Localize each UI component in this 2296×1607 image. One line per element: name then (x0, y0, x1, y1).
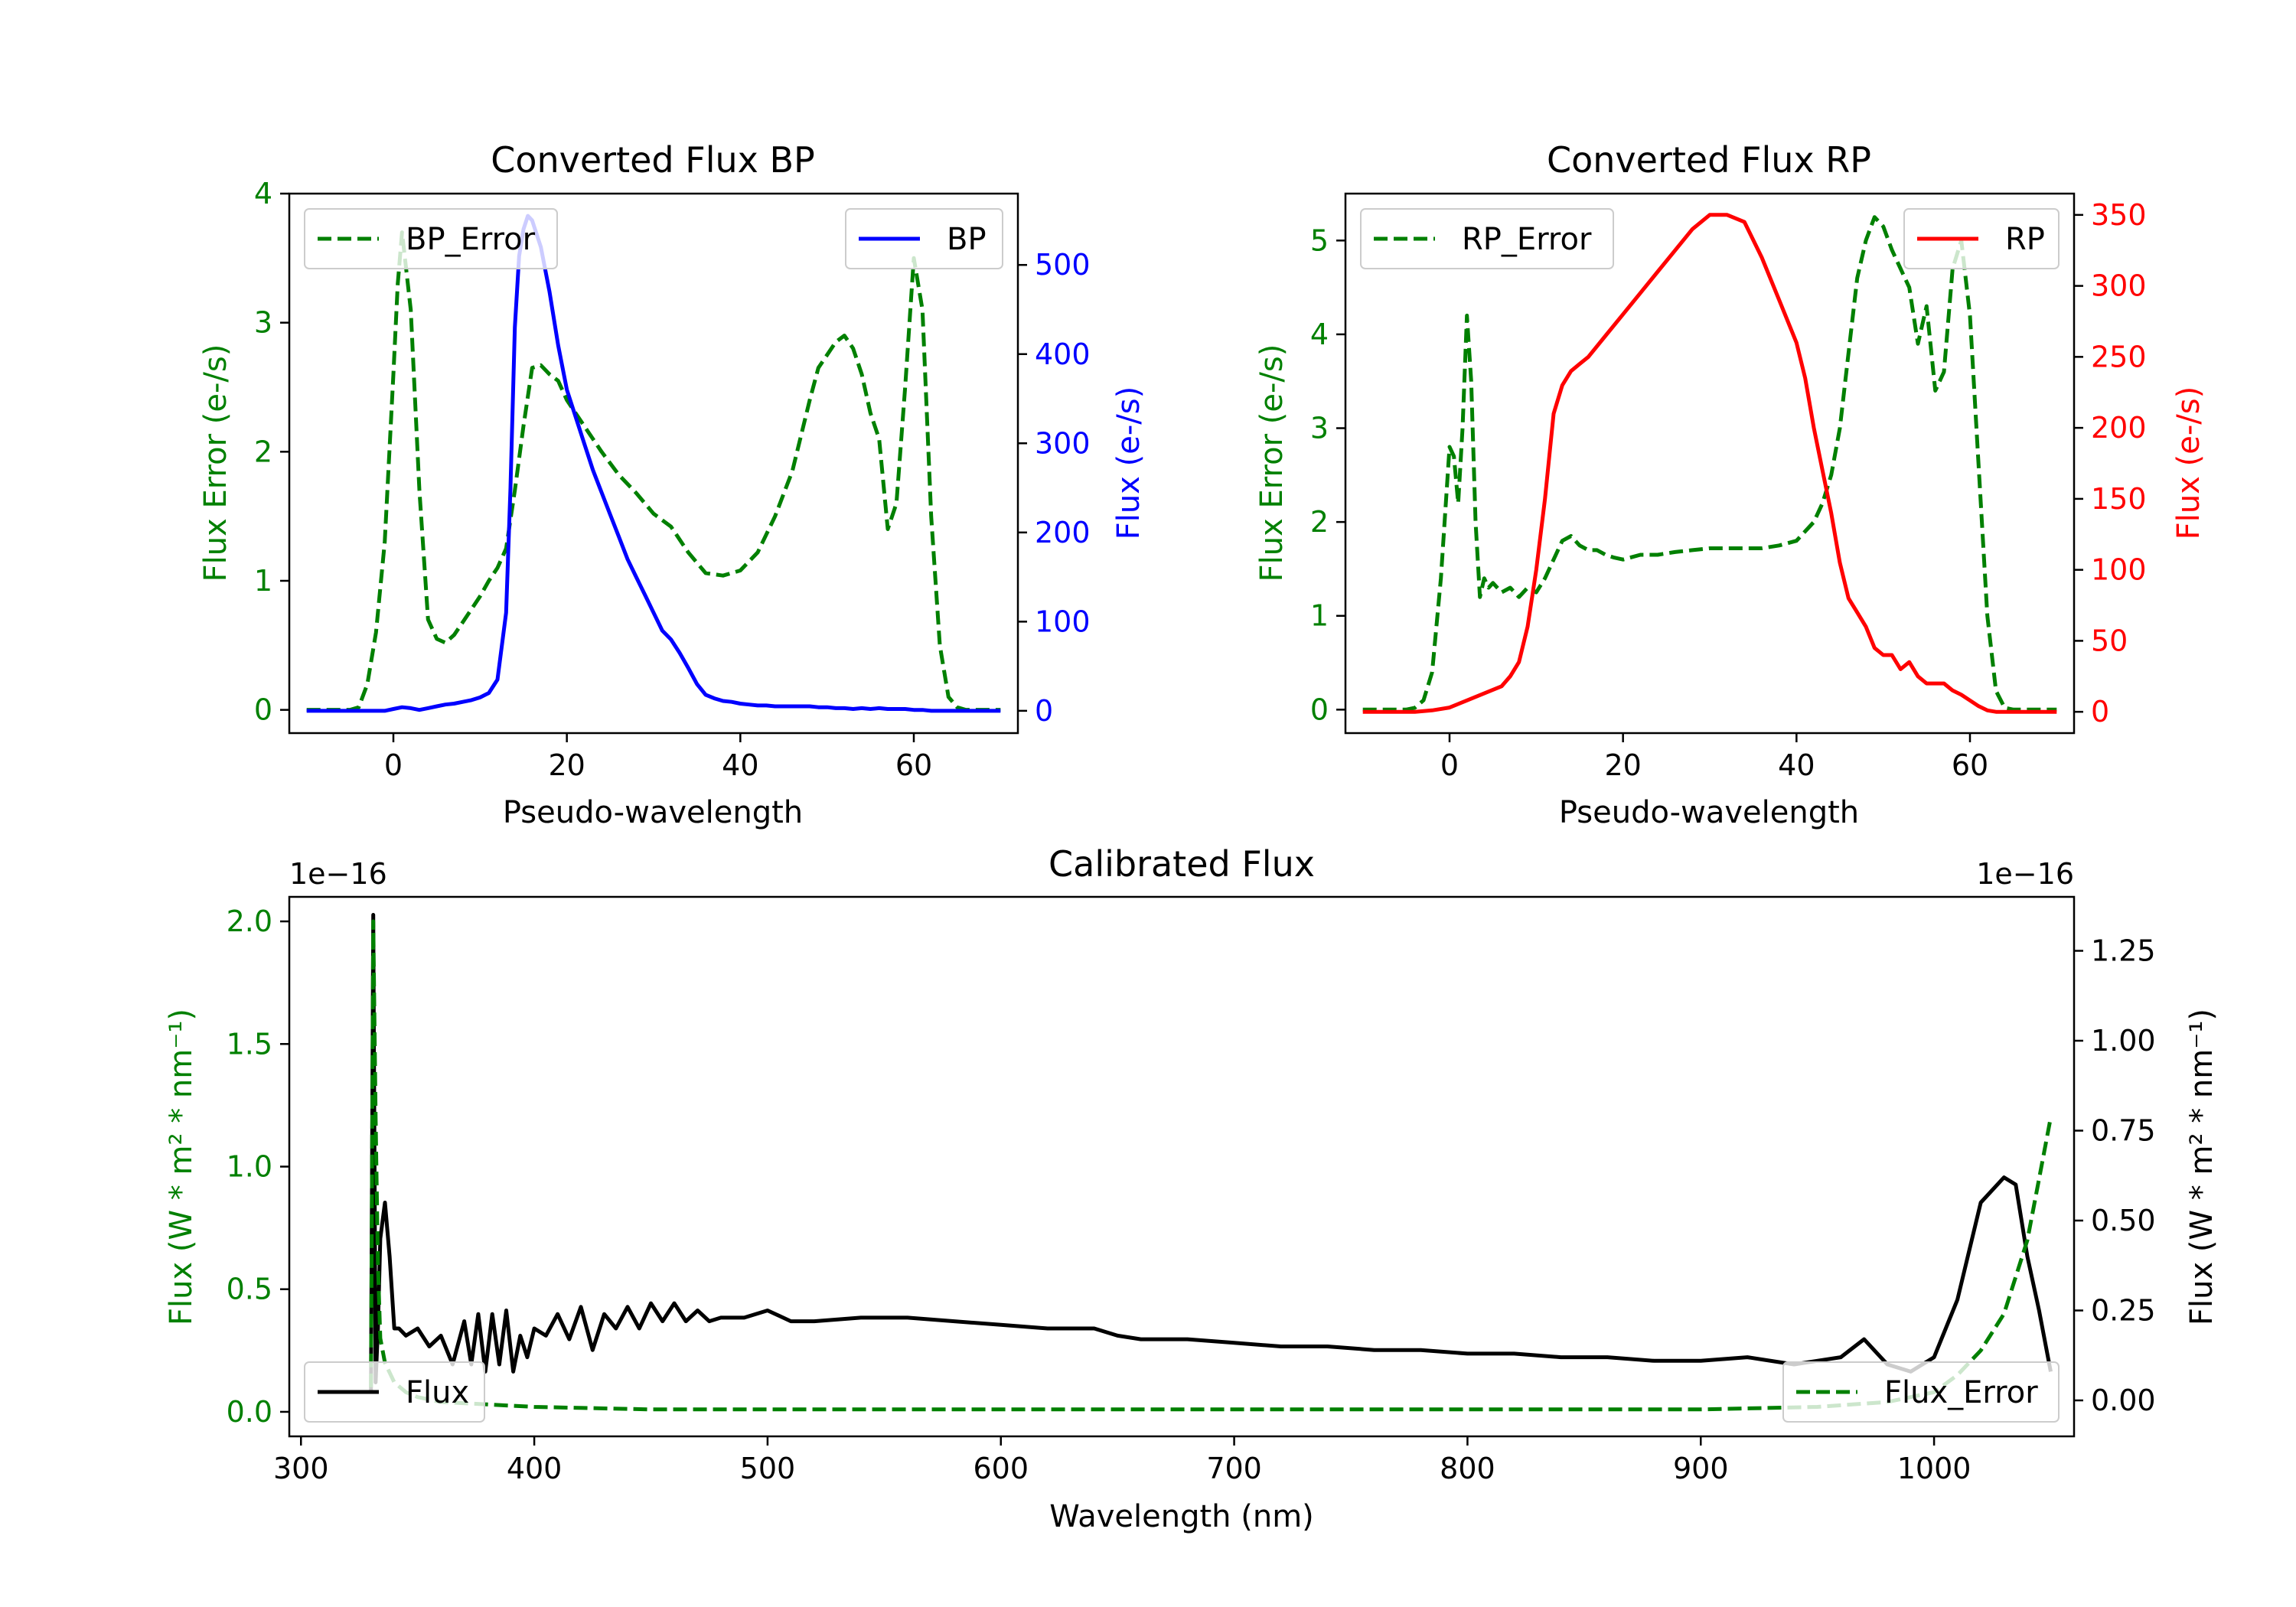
series-line-flux-error (369, 919, 2053, 1412)
panel-calibrated-plot (369, 913, 2053, 1412)
series-line-bp (306, 214, 1001, 713)
series-line-bp-error (306, 230, 1001, 712)
panel-calibrated-legend-right: Flux_Error (1782, 1361, 2060, 1423)
y-left-tick-label: 1 (1310, 599, 1329, 633)
y-right-tick-label: 0 (2091, 695, 2109, 729)
panel-rp-legend-right: RP (1903, 208, 2060, 269)
panel-calibrated-offset-left: 1e−16 (289, 857, 387, 891)
x-tick-label: 600 (973, 1452, 1029, 1485)
panel-rp-legend-right-label: RP (2005, 222, 2045, 257)
panel-calibrated-ticks: 300 400 500 600 700 800 900 1000 0.0 0.5 1.0 1.5 2.0… (227, 905, 2156, 1485)
panel-rp-ylabel-right: Flux (e-/s) (2171, 386, 2206, 539)
x-tick-label: 40 (1778, 748, 1815, 782)
y-right-tick-label: 400 (1035, 337, 1091, 371)
panel-bp-legend-right: BP (845, 208, 1003, 269)
x-tick-label: 20 (548, 748, 585, 782)
y-right-tick-label: 300 (1035, 426, 1091, 460)
panel-rp-frame (1344, 192, 2076, 735)
panel-bp-ylabel-left: Flux Error (e-/s) (198, 344, 233, 582)
panel-bp-xlabel: Pseudo-wavelength (503, 795, 803, 830)
x-tick-label: 40 (722, 748, 758, 782)
x-tick-label: 500 (740, 1452, 796, 1485)
x-tick-label: 20 (1604, 748, 1641, 782)
x-tick-label: 900 (1673, 1452, 1729, 1485)
panel-calibrated-legend-left-label: Flux (406, 1375, 469, 1410)
panel-calibrated-legend-right-label: Flux_Error (1884, 1375, 2038, 1410)
y-right-tick-label: 1.25 (2091, 934, 2156, 968)
y-right-tick-label: 0.25 (2091, 1294, 2156, 1328)
y-right-tick-label: 100 (2091, 553, 2147, 587)
panel-rp-plot (1362, 213, 2057, 714)
y-left-tick-label: 3 (1310, 412, 1329, 445)
x-tick-label: 300 (273, 1452, 329, 1485)
panel-bp: Converted Flux BP 0 20 40 60012340100200300… (198, 139, 1146, 830)
y-right-tick-label: 50 (2091, 624, 2128, 657)
panel-bp-plot (306, 214, 1001, 713)
y-right-tick-label: 150 (2091, 482, 2147, 516)
y-right-tick-label: 0.50 (2091, 1204, 2156, 1237)
panel-rp: Converted Flux RP 0 20 40 60012345050100150… (1254, 139, 2206, 830)
y-right-tick-label: 100 (1035, 605, 1091, 638)
y-left-tick-label: 0.0 (227, 1395, 272, 1429)
panel-bp-title: Converted Flux BP (491, 139, 815, 181)
panel-rp-xlabel: Pseudo-wavelength (1559, 795, 1859, 830)
panel-calibrated-legend-left: Flux (304, 1361, 485, 1423)
panel-calibrated-xlabel: Wavelength (nm) (1049, 1499, 1314, 1534)
panel-calibrated-title: Calibrated Flux (1049, 843, 1315, 885)
y-right-tick-label: 200 (2091, 411, 2147, 445)
x-tick-label: 0 (384, 748, 403, 782)
panel-calibrated-ylabel-left: Flux (W * m² * nm⁻¹) (164, 1009, 199, 1325)
x-tick-label: 1000 (1897, 1452, 1971, 1485)
panel-calibrated-offset-right: 1e−16 (1976, 857, 2074, 891)
x-tick-label: 60 (895, 748, 932, 782)
x-tick-label: 60 (1952, 748, 1988, 782)
y-right-tick-label: 0 (1035, 694, 1053, 728)
y-right-tick-label: 250 (2091, 340, 2147, 373)
x-tick-label: 400 (507, 1452, 563, 1485)
y-left-tick-label: 1 (254, 564, 272, 598)
y-left-tick-label: 3 (254, 306, 272, 340)
series-line-flux (369, 913, 2053, 1393)
x-tick-label: 0 (1440, 748, 1459, 782)
y-right-tick-label: 300 (2091, 269, 2147, 303)
y-left-tick-label: 0 (1310, 693, 1329, 726)
panel-bp-ylabel-right: Flux (e-/s) (1111, 386, 1146, 539)
panel-bp-frame (288, 192, 1019, 735)
y-right-tick-label: 1.00 (2091, 1024, 2156, 1058)
panel-calibrated-frame (288, 895, 2076, 1438)
y-left-tick-label: 1.5 (227, 1027, 272, 1061)
panel-rp-legend-left-label: RP_Error (1462, 222, 1592, 257)
y-right-tick-label: 0.75 (2091, 1114, 2156, 1148)
y-left-tick-label: 4 (1310, 318, 1329, 351)
y-left-tick-label: 0 (254, 693, 272, 727)
panel-bp-legend-left-label: BP_Error (406, 222, 536, 257)
panel-rp-ylabel-left: Flux Error (e-/s) (1254, 344, 1290, 582)
y-left-tick-label: 5 (1310, 223, 1329, 257)
y-left-tick-label: 2 (254, 435, 272, 468)
series-line-rp-error (1362, 215, 2057, 712)
panel-calibrated: Calibrated Flux 1e−16 1e−16 300 400 500 600… (164, 843, 2219, 1534)
panel-bp-legend-right-label: BP (947, 222, 987, 257)
y-left-tick-label: 2.0 (227, 905, 272, 938)
panel-rp-legend-left: RP_Error (1360, 208, 1614, 269)
panel-bp-legend-left: BP_Error (304, 208, 558, 269)
y-left-tick-label: 4 (254, 177, 272, 210)
series-line-rp (1362, 213, 2057, 714)
y-right-tick-label: 0.00 (2091, 1384, 2156, 1417)
y-right-tick-label: 350 (2091, 198, 2147, 232)
y-left-tick-label: 0.5 (227, 1273, 272, 1306)
y-right-tick-label: 200 (1035, 516, 1091, 549)
y-right-tick-label: 500 (1035, 248, 1091, 282)
x-tick-label: 800 (1440, 1452, 1495, 1485)
panel-calibrated-ylabel-right: Flux (W * m² * nm⁻¹) (2184, 1009, 2219, 1325)
y-left-tick-label: 1.0 (227, 1150, 272, 1184)
panel-rp-title: Converted Flux RP (1547, 139, 1871, 181)
x-tick-label: 700 (1206, 1452, 1262, 1485)
y-left-tick-label: 2 (1310, 505, 1329, 539)
